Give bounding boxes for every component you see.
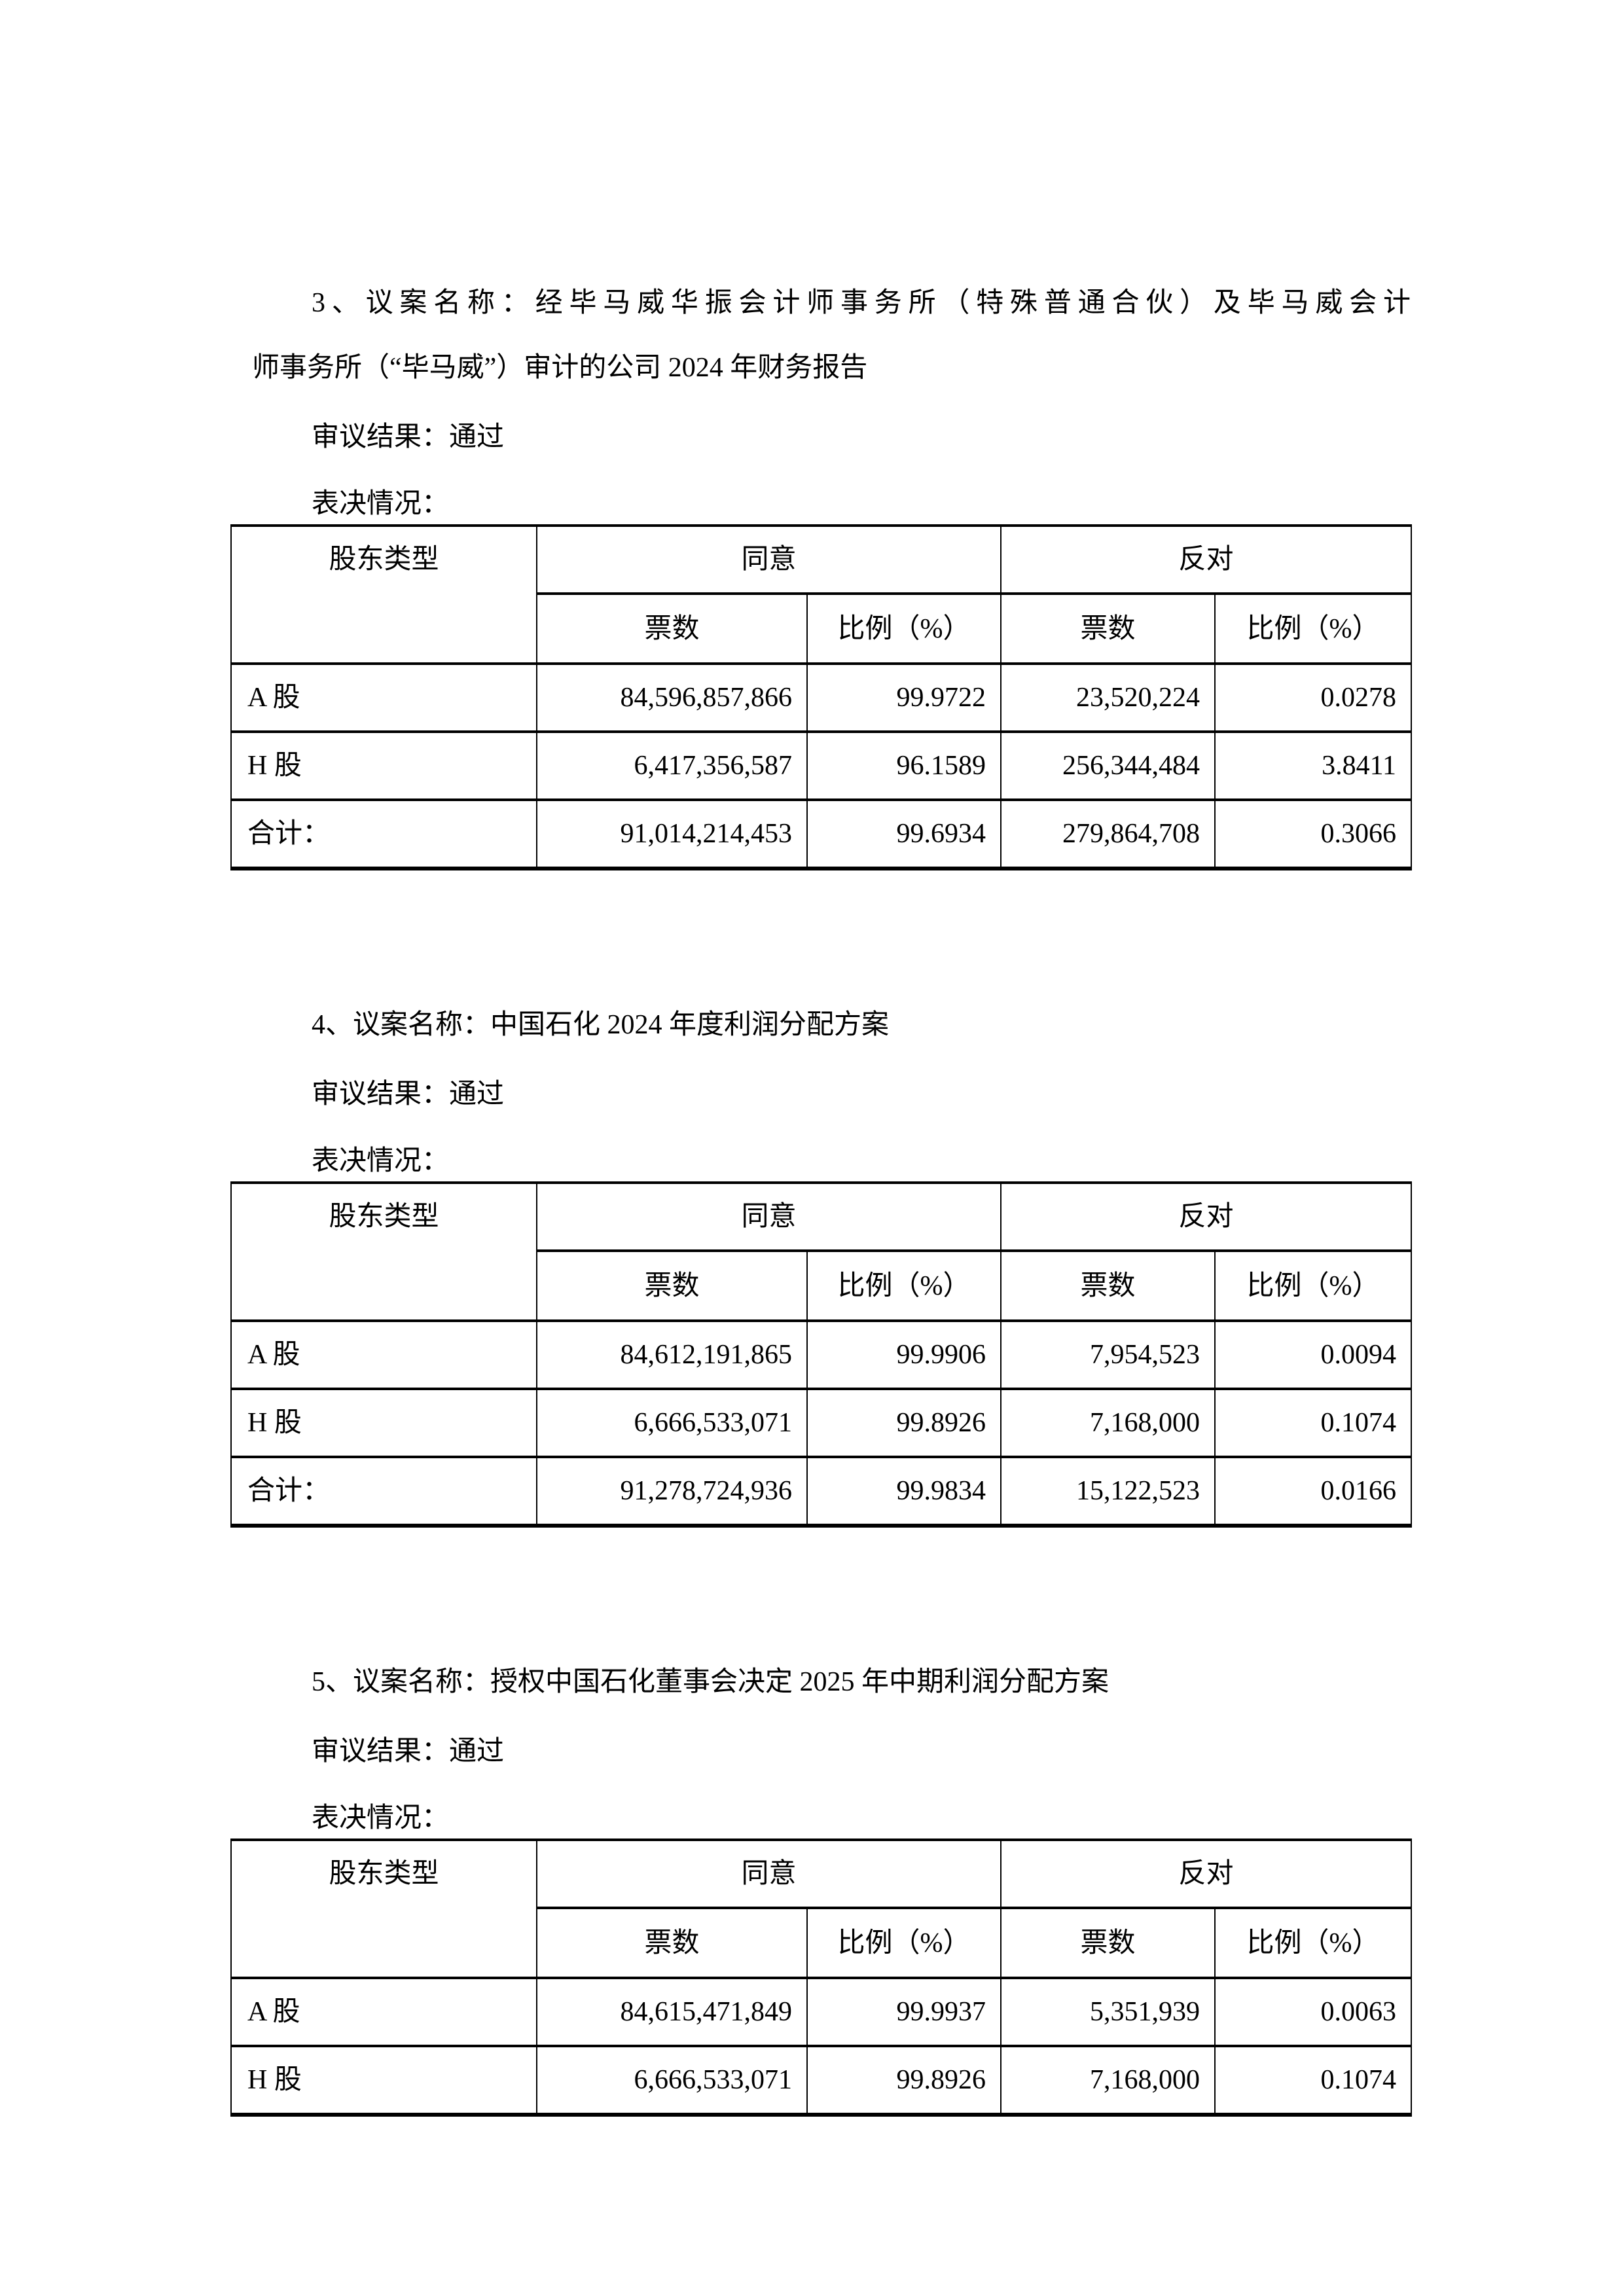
against-votes-cell: 23,520,224 — [1000, 662, 1216, 733]
table-header-row-1: 股东类型 同意 反对 — [230, 1839, 1413, 1979]
ratio-header-cell: 比例（%） — [1214, 1249, 1413, 1322]
voting-table: 股东类型 同意 反对 票数 比例（%） 票数 比例（%） A 股 84,615,… — [230, 1839, 1413, 2117]
table-header-row-1: 股东类型 同意 反对 — [230, 524, 1413, 665]
agree-header-cell: 同意 — [535, 1839, 1002, 1909]
row-label-cell: A 股 — [230, 1977, 537, 2047]
proposal-section-5: 5、议案名称：授权中国石化董事会决定 2025 年中期利润分配方案 审议结果：通… — [230, 1667, 1413, 2117]
table-row: A 股 84,596,857,866 99.9722 23,520,224 0.… — [230, 662, 1413, 733]
ratio-header-cell: 比例（%） — [806, 1907, 1002, 1979]
against-header-cell: 反对 — [1000, 1839, 1413, 1909]
agree-votes-cell: 6,666,533,071 — [536, 2045, 808, 2116]
against-ratio-cell: 0.0063 — [1214, 1977, 1413, 2047]
review-result-text: 审议结果：通过 — [312, 422, 505, 452]
ratio-header-cell: 比例（%） — [806, 592, 1002, 665]
voting-table: 股东类型 同意 反对 票数 比例（%） 票数 比例（%） A 股 84,612,… — [230, 1181, 1413, 1528]
proposal-title-line: 5、议案名称：授权中国石化董事会决定 2025 年中期利润分配方案 — [312, 1667, 1110, 1697]
row-label-cell: H 股 — [230, 730, 537, 801]
agree-ratio-cell: 99.8926 — [806, 1388, 1002, 1458]
shareholder-type-header-cell: 股东类型 — [230, 1181, 537, 1322]
table-row-total: 合计： 91,014,214,453 99.6934 279,864,708 0… — [230, 798, 1413, 870]
ratio-header-cell: 比例（%） — [806, 1249, 1002, 1322]
agree-votes-cell: 91,014,214,453 — [536, 798, 808, 870]
against-votes-cell: 7,168,000 — [1000, 2045, 1216, 2116]
against-ratio-cell: 0.3066 — [1214, 798, 1413, 870]
against-header-cell: 反对 — [1000, 524, 1413, 595]
row-label-cell: 合计： — [230, 1456, 537, 1527]
agree-votes-cell: 6,666,533,071 — [536, 1388, 808, 1458]
proposal-section-4: 4、议案名称：中国石化 2024 年度利润分配方案 审议结果：通过 表决情况： … — [230, 1010, 1413, 1528]
table-header-row-2: 票数 比例（%） 票数 比例（%） — [231, 592, 1413, 665]
agree-ratio-cell: 99.9834 — [806, 1456, 1002, 1527]
voting-table: 股东类型 同意 反对 票数 比例（%） 票数 比例（%） A 股 84,596,… — [230, 524, 1413, 870]
against-votes-cell: 15,122,523 — [1000, 1456, 1216, 1527]
against-header-cell: 反对 — [1000, 1181, 1413, 1252]
agree-header-cell: 同意 — [535, 524, 1002, 595]
votes-header-cell: 票数 — [536, 1249, 808, 1322]
ratio-header-cell: 比例（%） — [1214, 592, 1413, 665]
table-header-row-1: 股东类型 同意 反对 — [230, 1181, 1413, 1322]
votes-header-cell: 票数 — [1000, 592, 1216, 665]
agree-votes-cell: 91,278,724,936 — [536, 1456, 808, 1527]
votes-header-cell: 票数 — [536, 1907, 808, 1979]
against-votes-cell: 5,351,939 — [1000, 1977, 1216, 2047]
voting-status-text: 表决情况： — [312, 1803, 450, 1833]
against-ratio-cell: 0.0278 — [1214, 662, 1413, 733]
row-label-cell: 合计： — [230, 798, 537, 870]
against-votes-cell: 7,168,000 — [1000, 1388, 1216, 1458]
ratio-header-cell: 比例（%） — [1214, 1907, 1413, 1979]
table-row: A 股 84,612,191,865 99.9906 7,954,523 0.0… — [230, 1319, 1413, 1390]
review-result-text: 审议结果：通过 — [312, 1079, 505, 1109]
votes-header-cell: 票数 — [1000, 1907, 1216, 1979]
votes-header-cell: 票数 — [1000, 1249, 1216, 1322]
agree-ratio-cell: 99.9722 — [806, 662, 1002, 733]
against-ratio-cell: 0.0094 — [1214, 1319, 1413, 1390]
shareholder-type-header-cell: 股东类型 — [230, 524, 537, 665]
agree-ratio-cell: 99.9906 — [806, 1319, 1002, 1390]
proposal-title-line: 4、议案名称：中国石化 2024 年度利润分配方案 — [312, 1010, 890, 1040]
agree-votes-cell: 6,417,356,587 — [536, 730, 808, 801]
table-row: H 股 6,666,533,071 99.8926 7,168,000 0.10… — [230, 2045, 1413, 2116]
row-label-cell: H 股 — [230, 1388, 537, 1458]
agree-ratio-cell: 99.8926 — [806, 2045, 1002, 2116]
proposal-title-line: 3、议案名称：经毕马威华振会计师事务所（特殊普通合伙）及毕马威会计 — [312, 288, 1411, 318]
votes-header-cell: 票数 — [536, 592, 808, 665]
shareholder-type-header-cell: 股东类型 — [230, 1839, 537, 1979]
agree-ratio-cell: 99.6934 — [806, 798, 1002, 870]
agree-votes-cell: 84,596,857,866 — [536, 662, 808, 733]
agree-votes-cell: 84,615,471,849 — [536, 1977, 808, 2047]
against-ratio-cell: 0.1074 — [1214, 2045, 1413, 2116]
table-row: H 股 6,666,533,071 99.8926 7,168,000 0.10… — [230, 1388, 1413, 1458]
against-votes-cell: 256,344,484 — [1000, 730, 1216, 801]
against-ratio-cell: 0.0166 — [1214, 1456, 1413, 1527]
proposal-title-line: 师事务所（“毕马威”）审计的公司 2024 年财务报告 — [252, 353, 868, 383]
row-label-cell: H 股 — [230, 2045, 537, 2116]
table-row: H 股 6,417,356,587 96.1589 256,344,484 3.… — [230, 730, 1413, 801]
against-ratio-cell: 0.1074 — [1214, 1388, 1413, 1458]
against-votes-cell: 279,864,708 — [1000, 798, 1216, 870]
voting-status-text: 表决情况： — [312, 1146, 450, 1176]
agree-ratio-cell: 99.9937 — [806, 1977, 1002, 2047]
against-votes-cell: 7,954,523 — [1000, 1319, 1216, 1390]
agree-ratio-cell: 96.1589 — [806, 730, 1002, 801]
table-row: A 股 84,615,471,849 99.9937 5,351,939 0.0… — [230, 1977, 1413, 2047]
agree-header-cell: 同意 — [535, 1181, 1002, 1252]
row-label-cell: A 股 — [230, 662, 537, 733]
agree-votes-cell: 84,612,191,865 — [536, 1319, 808, 1390]
table-header-row-2: 票数 比例（%） 票数 比例（%） — [231, 1907, 1413, 1979]
table-row-total: 合计： 91,278,724,936 99.9834 15,122,523 0.… — [230, 1456, 1413, 1527]
proposal-section-3: 3、议案名称：经毕马威华振会计师事务所（特殊普通合伙）及毕马威会计 师事务所（“… — [230, 288, 1413, 870]
table-header-row-2: 票数 比例（%） 票数 比例（%） — [231, 1249, 1413, 1322]
voting-status-text: 表决情况： — [312, 489, 450, 519]
review-result-text: 审议结果：通过 — [312, 1736, 505, 1767]
against-ratio-cell: 3.8411 — [1214, 730, 1413, 801]
row-label-cell: A 股 — [230, 1319, 537, 1390]
